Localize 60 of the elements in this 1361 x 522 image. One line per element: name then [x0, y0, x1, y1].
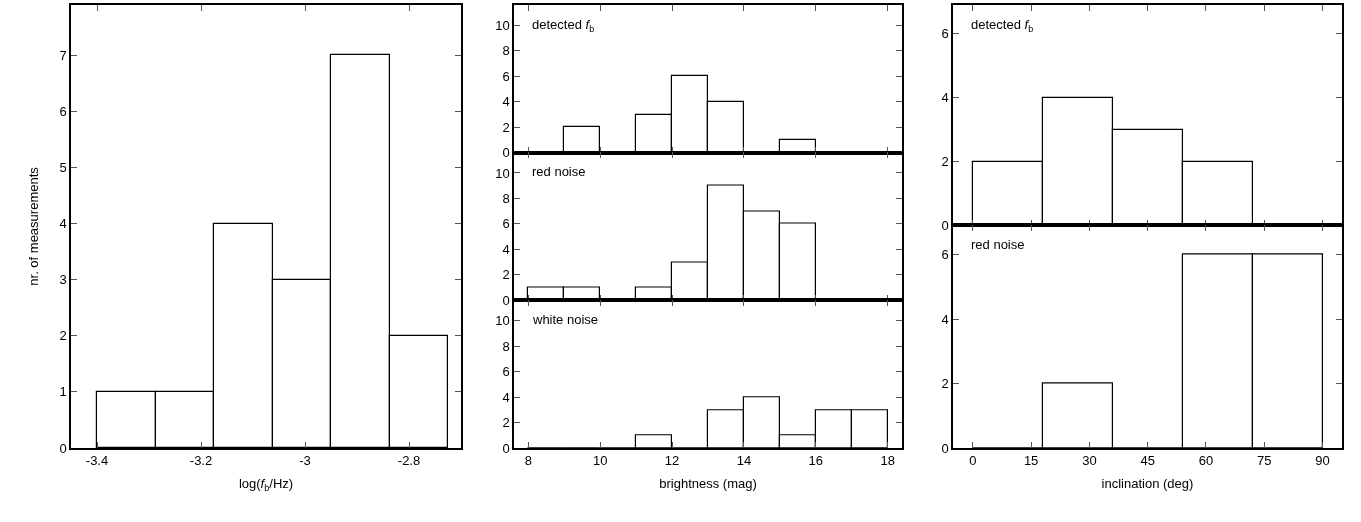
y-tick-label: 4 [502, 389, 510, 405]
x-tick-label: 60 [1198, 453, 1214, 469]
y-tick-label: 8 [502, 191, 510, 207]
x-tick-label: 16 [808, 453, 824, 469]
annotation: white noise [532, 312, 599, 327]
y-tick-label: 4 [941, 311, 949, 327]
y-tick-label: 6 [941, 26, 949, 42]
y-tick-label: 0 [502, 440, 510, 456]
y-tick-label: 2 [941, 376, 949, 392]
y-tick-label: 4 [59, 216, 67, 232]
y-tick-label: 4 [502, 94, 510, 110]
y-tick-label: 0 [502, 292, 510, 308]
x-tick-label: -3 [299, 453, 311, 469]
x-tick-label: 12 [664, 453, 680, 469]
x-tick-label: 15 [1023, 453, 1039, 469]
x-tick-label: 18 [880, 453, 895, 469]
y-tick-label: 4 [941, 90, 949, 106]
annotation: red noise [532, 164, 586, 179]
y-tick-label: 7 [59, 47, 67, 63]
y-tick-label: 2 [59, 328, 67, 344]
y-tick-label: 8 [502, 338, 510, 354]
y-tick-label: 0 [941, 218, 949, 234]
y-tick-label: 2 [502, 119, 510, 135]
y-tick-label: 6 [502, 364, 510, 380]
x-tick-label: 8 [524, 453, 532, 469]
y-tick-label: 10 [495, 17, 510, 33]
y-tick-label: 2 [502, 415, 510, 431]
y-tick-label: 1 [59, 384, 67, 400]
x-axis-title: log(f$_{b}$/Hz) [238, 476, 294, 494]
annotation: detected f$_{b}$ [532, 17, 595, 34]
y-tick-label: 6 [59, 104, 67, 120]
y-tick-label: 4 [502, 241, 510, 257]
y-tick-label: 6 [502, 216, 510, 232]
x-tick-label: -3.4 [85, 453, 109, 469]
x-tick-label: 75 [1257, 453, 1272, 469]
x-tick-label: 90 [1315, 453, 1330, 469]
y-tick-label: 2 [941, 154, 949, 170]
y-tick-label: 0 [59, 440, 67, 456]
x-tick-label: 14 [736, 453, 752, 469]
x-tick-label: 30 [1082, 453, 1097, 469]
x-tick-label: 10 [592, 453, 608, 469]
x-axis-title: brightness (mag) [659, 476, 757, 492]
y-tick-label: 6 [941, 247, 949, 263]
x-tick-label: -3.2 [189, 453, 213, 469]
y-tick-label: 0 [941, 440, 949, 456]
x-tick-label: -2.8 [397, 453, 421, 469]
y-tick-label: 8 [502, 43, 510, 59]
y-tick-label: 3 [59, 272, 67, 288]
y-tick-label: 10 [495, 165, 510, 181]
y-tick-label: 10 [495, 313, 510, 329]
y-tick-label: 5 [59, 160, 67, 176]
y-tick-label: 6 [502, 68, 510, 84]
annotation: red noise [971, 237, 1025, 252]
y-tick-label: 2 [502, 267, 510, 283]
x-tick-label: 0 [969, 453, 977, 469]
y-axis-title: nr. of measurements [25, 166, 41, 286]
x-axis-title: inclination (deg) [1101, 476, 1194, 492]
annotation: detected f$_{b}$ [971, 17, 1034, 34]
y-tick-label: 0 [502, 145, 510, 161]
x-tick-label: 45 [1140, 453, 1155, 469]
